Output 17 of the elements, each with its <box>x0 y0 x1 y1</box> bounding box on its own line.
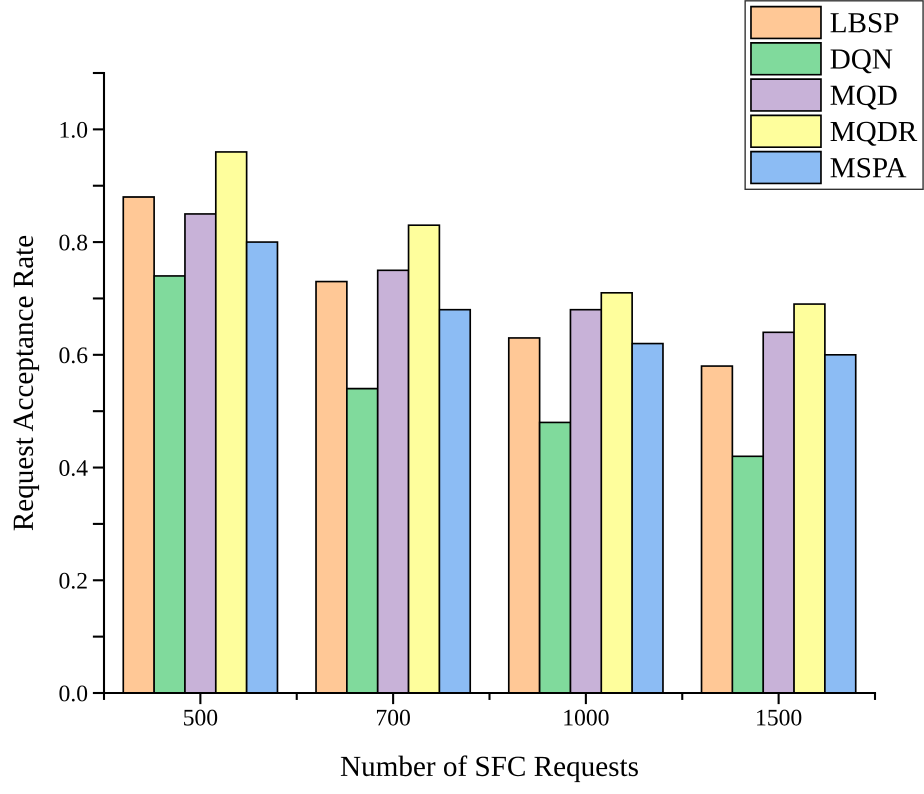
legend-label: MSPA <box>830 158 906 178</box>
y-tick-label: 0.8 <box>59 234 88 251</box>
legend-label: DQN <box>830 49 892 74</box>
x-tick-label: 500 <box>184 710 218 726</box>
x-tick-label: 1000 <box>564 710 609 726</box>
legend-label: MQDR <box>830 122 918 146</box>
legend-label: LBSP <box>830 12 898 33</box>
x-axis-title: Number of SFC Requests <box>340 755 638 782</box>
y-tick-label: 0.6 <box>59 347 88 364</box>
y-tick-label: 0.2 <box>59 572 87 589</box>
x-tick-label: 700 <box>376 710 410 726</box>
y-tick-label: 1.0 <box>60 122 88 138</box>
y-tick-label: 0.4 <box>59 460 88 476</box>
x-tick-label: 1500 <box>757 710 802 726</box>
y-tick-label: 0.0 <box>59 685 88 702</box>
y-axis-title: Request Acceptance Rate <box>14 236 40 530</box>
legend-label: MQD <box>830 85 897 110</box>
